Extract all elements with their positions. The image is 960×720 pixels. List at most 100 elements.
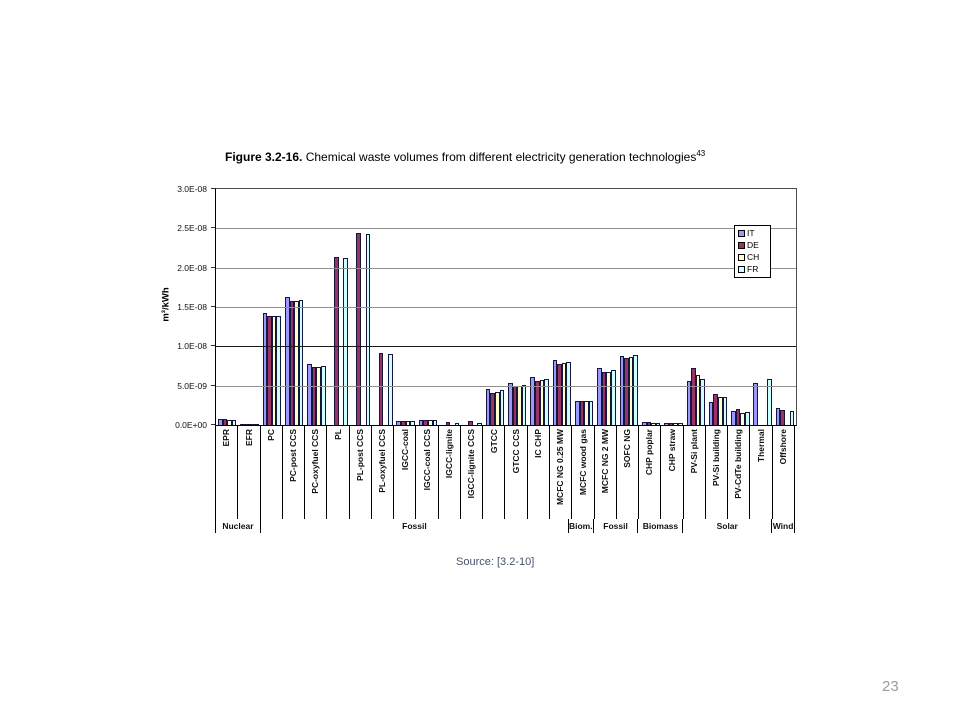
bar [227,420,232,425]
bar [254,424,259,425]
gridline [216,386,796,387]
group-label: Fossil [402,521,427,531]
bar [321,366,326,425]
bar [271,316,277,425]
bar [294,301,299,425]
category-column [283,189,305,425]
y-axis-tick [211,424,215,425]
bar [561,363,567,425]
legend-label: FR [747,264,759,275]
bar [477,423,482,425]
category-column [774,189,796,425]
bar [744,412,750,425]
category-label: PC-oxyfuel CCS [310,429,321,494]
bar [508,383,513,425]
bar [240,424,245,425]
bar [410,421,415,425]
category-column [350,189,372,425]
group-label: Biomass [642,521,679,531]
category-column [707,189,729,425]
category-column [395,189,417,425]
bar [691,368,696,425]
legend-label: CH [747,252,760,263]
category-label: EPR [221,429,232,447]
bar [267,316,272,425]
bar [405,421,411,425]
group-label: Nuclear [222,521,254,531]
y-tick-label: 0.0E+00 [175,420,207,430]
bar [619,356,625,425]
legend-item: FR [738,264,769,275]
gridline [216,346,796,347]
category-label: GTCC [488,429,499,454]
group-cell: Nuclear [216,519,261,533]
category-cell: PL-oxyfuel CCS [372,425,395,519]
bar [539,380,545,425]
legend-item: IT [738,228,769,239]
bar [396,421,402,425]
group-label: Fossil [603,521,628,531]
bar [611,370,616,425]
bar [454,423,460,425]
category-label: SOFC NG [622,429,633,468]
category-label: PV-Si plant [688,429,699,474]
category-axis-labels: EPR EFR PC PC-post CCS PC-oxyfuel CCS PL PL-po… [215,425,795,519]
category-label: PL [332,429,343,440]
figure-caption: Chemical waste volumes from different el… [302,150,697,164]
bar [588,401,594,425]
category-column [461,189,483,425]
category-label: Offshore [778,429,789,465]
bar [432,420,438,425]
bar [222,419,228,425]
bar [713,394,719,425]
bar [767,379,772,425]
legend-item: DE [738,240,769,251]
category-label: IGCC-coal [399,429,410,471]
category-label: IC CHP [533,429,544,458]
bar [597,368,602,425]
category-column [417,189,439,425]
chart-plot-area [215,188,797,426]
category-column [752,189,774,425]
category-cell: IGCC-lignite [439,425,461,519]
category-column [372,189,394,425]
category-column [216,189,238,425]
category-cell: EPR [216,425,239,519]
bar [249,424,255,425]
y-tick-label: 2.5E-08 [177,223,207,233]
category-cell: Thermal [750,425,773,519]
y-axis-tick [211,227,215,228]
bar [753,383,759,425]
legend-swatch [738,230,745,237]
bar [343,258,348,425]
bar [217,419,223,425]
category-column [484,189,506,425]
y-axis-tick [211,188,215,189]
category-column [640,189,662,425]
category-cell: PL-post CCS [350,425,372,519]
category-column [662,189,684,425]
bar-series-area [216,189,796,425]
category-cell: CHP straw [661,425,684,519]
category-cell: IGCC-coal [394,425,417,519]
legend-label: IT [747,228,755,239]
group-cell: Biomass [638,519,684,533]
bar [387,354,393,425]
y-axis-tick-labels: 3.0E-08 2.5E-08 2.0E-08 1.5E-08 1.0E-08 5.0E-… [0,184,207,430]
legend-swatch [738,254,745,261]
category-label: PL-oxyfuel CCS [377,429,388,493]
bar [651,423,656,425]
category-column [595,189,617,425]
category-cell: PC-oxyfuel CCS [305,425,328,519]
category-column [528,189,550,425]
bar [695,375,701,425]
category-cell: EFR [238,425,261,519]
chart-legend: IT DE CH FR [734,225,771,278]
bar [655,423,661,425]
bar [262,313,268,425]
bar [490,393,495,425]
group-cell: Fossil [594,519,639,533]
category-label: Thermal [755,429,766,463]
bar [334,257,339,425]
category-column [685,189,707,425]
